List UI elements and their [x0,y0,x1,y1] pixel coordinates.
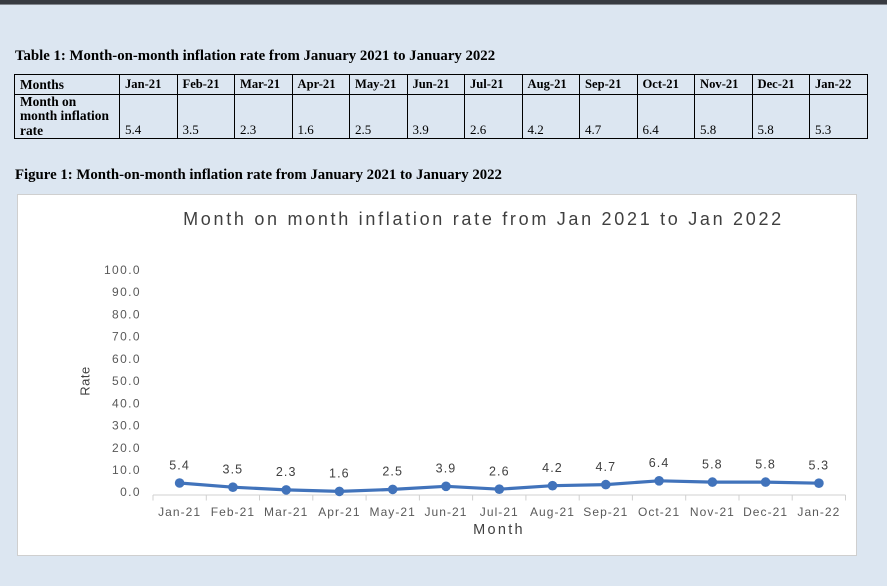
svg-text:80.0: 80.0 [112,307,141,321]
svg-text:5.3: 5.3 [809,459,830,473]
svg-text:Jan-22: Jan-22 [797,505,840,519]
svg-text:Jan-21: Jan-21 [158,505,201,519]
svg-text:2.3: 2.3 [276,465,297,479]
svg-text:Month: Month [473,522,525,538]
svg-text:4.7: 4.7 [595,460,616,474]
svg-text:1.6: 1.6 [329,467,350,481]
svg-text:3.9: 3.9 [436,462,457,476]
svg-text:20.0: 20.0 [112,441,141,455]
svg-text:50.0: 50.0 [112,374,141,388]
svg-text:May-21: May-21 [370,505,416,519]
svg-text:30.0: 30.0 [112,419,141,433]
svg-text:Month on month inflation rate: Month on month inflation rate from Jan 2… [183,209,784,229]
svg-text:6.4: 6.4 [649,456,670,470]
svg-text:Rate: Rate [78,366,93,395]
svg-text:5.8: 5.8 [755,457,776,471]
svg-text:2.5: 2.5 [382,465,403,479]
svg-text:Dec-21: Dec-21 [743,505,788,519]
svg-text:Jun-21: Jun-21 [425,505,468,519]
svg-text:40.0: 40.0 [112,396,141,410]
svg-text:Apr-21: Apr-21 [318,505,360,519]
svg-text:Nov-21: Nov-21 [690,505,735,519]
svg-text:Oct-21: Oct-21 [638,505,680,519]
svg-text:Jul-21: Jul-21 [480,505,519,519]
svg-text:5.8: 5.8 [702,457,723,471]
svg-text:3.5: 3.5 [223,463,244,477]
svg-text:5.4: 5.4 [169,458,190,472]
svg-text:10.0: 10.0 [112,463,141,477]
svg-text:Aug-21: Aug-21 [530,505,575,519]
svg-text:2.6: 2.6 [489,465,510,479]
svg-text:Mar-21: Mar-21 [264,505,308,519]
svg-text:0.0: 0.0 [120,485,141,499]
svg-text:70.0: 70.0 [112,330,141,344]
svg-text:Sep-21: Sep-21 [583,505,628,519]
svg-text:4.2: 4.2 [542,461,563,475]
svg-text:100.0: 100.0 [104,263,141,277]
svg-text:60.0: 60.0 [112,352,141,366]
svg-text:90.0: 90.0 [112,285,141,299]
svg-text:Feb-21: Feb-21 [211,505,255,519]
